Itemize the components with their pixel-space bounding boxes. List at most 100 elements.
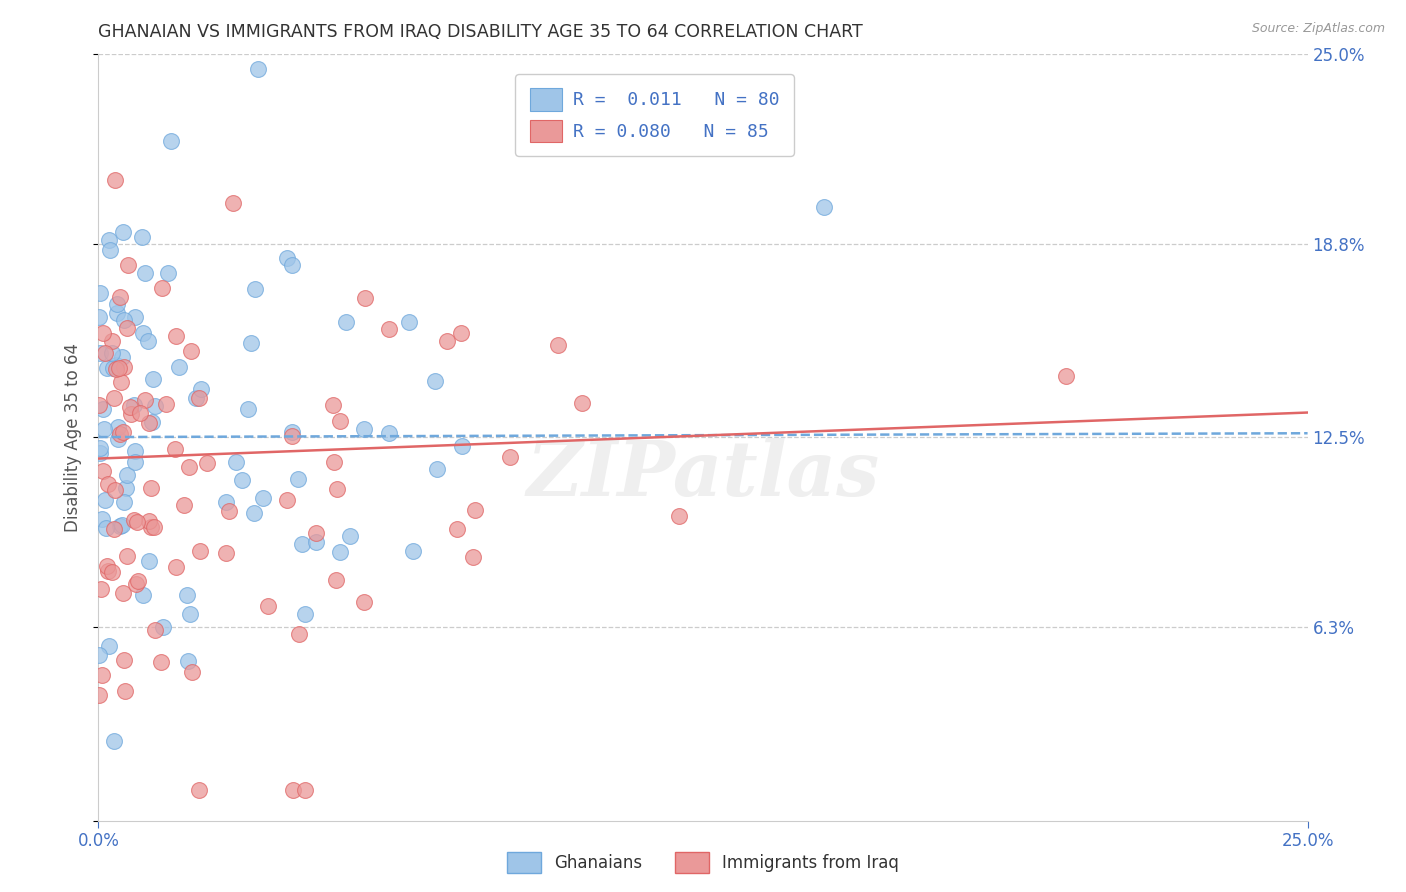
- Point: [111, 425, 134, 439]
- Legend: Ghanaians, Immigrants from Iraq: Ghanaians, Immigrants from Iraq: [501, 846, 905, 880]
- Point: [91, 667, 114, 681]
- Point: [325, 573, 347, 587]
- Point: [94, 493, 117, 508]
- Point: [104, 359, 127, 373]
- Point: [173, 498, 195, 512]
- Point: [108, 290, 131, 304]
- Point: [291, 537, 314, 551]
- Point: [97, 233, 120, 247]
- Point: [160, 134, 183, 148]
- Point: [110, 375, 132, 389]
- Point: [108, 427, 131, 442]
- Point: [114, 481, 136, 495]
- Point: [115, 549, 138, 564]
- Point: [105, 306, 128, 320]
- Point: [218, 504, 240, 518]
- Point: [87, 310, 110, 325]
- Point: [156, 266, 179, 280]
- Point: [426, 462, 449, 476]
- Point: [89, 285, 111, 300]
- Point: [257, 599, 280, 613]
- Point: [450, 326, 472, 340]
- Point: [143, 520, 166, 534]
- Point: [101, 346, 124, 360]
- Point: [104, 361, 127, 376]
- Point: [1054, 368, 1077, 383]
- Point: [163, 442, 186, 456]
- Point: [402, 544, 425, 558]
- Point: [114, 653, 136, 667]
- Point: [377, 426, 399, 441]
- Point: [329, 545, 352, 559]
- Point: [103, 391, 125, 405]
- Text: ZIPatlas: ZIPatlas: [526, 439, 880, 512]
- Point: [322, 398, 344, 412]
- Point: [188, 543, 211, 558]
- Point: [281, 783, 304, 797]
- Point: [287, 627, 309, 641]
- Point: [96, 558, 118, 573]
- Point: [188, 391, 211, 405]
- Point: [281, 258, 304, 272]
- Point: [107, 419, 129, 434]
- Point: [112, 586, 135, 600]
- Point: [117, 258, 139, 272]
- Point: [104, 173, 127, 187]
- Point: [112, 495, 135, 509]
- Point: [125, 577, 148, 591]
- Point: [131, 230, 153, 244]
- Point: [98, 243, 121, 257]
- Point: [142, 372, 165, 386]
- Point: [103, 734, 125, 748]
- Point: [461, 549, 484, 564]
- Point: [122, 513, 145, 527]
- Point: [90, 582, 112, 596]
- Point: [89, 446, 111, 460]
- Y-axis label: Disability Age 35 to 64: Disability Age 35 to 64: [65, 343, 83, 532]
- Point: [243, 506, 266, 520]
- Point: [326, 482, 349, 496]
- Text: GHANAIAN VS IMMIGRANTS FROM IRAQ DISABILITY AGE 35 TO 64 CORRELATION CHART: GHANAIAN VS IMMIGRANTS FROM IRAQ DISABIL…: [98, 23, 863, 41]
- Point: [129, 405, 152, 419]
- Point: [252, 491, 274, 505]
- Point: [104, 483, 127, 497]
- Point: [176, 588, 198, 602]
- Point: [124, 398, 146, 412]
- Point: [124, 455, 146, 469]
- Point: [141, 415, 163, 429]
- Point: [353, 422, 375, 436]
- Point: [195, 456, 218, 470]
- Point: [152, 620, 174, 634]
- Point: [436, 334, 458, 348]
- Point: [91, 326, 114, 341]
- Point: [180, 665, 202, 679]
- Point: [446, 522, 468, 536]
- Point: [93, 346, 115, 360]
- Point: [101, 361, 124, 376]
- Point: [132, 588, 155, 602]
- Point: [91, 464, 114, 478]
- Point: [125, 515, 148, 529]
- Point: [87, 648, 110, 662]
- Point: [294, 783, 316, 797]
- Point: [115, 468, 138, 483]
- Point: [155, 396, 177, 410]
- Point: [498, 450, 520, 465]
- Point: [231, 473, 253, 487]
- Point: [136, 334, 159, 349]
- Point: [124, 444, 146, 458]
- Point: [547, 338, 569, 352]
- Point: [305, 526, 328, 541]
- Point: [294, 607, 316, 621]
- Point: [305, 535, 328, 549]
- Point: [225, 455, 247, 469]
- Point: [813, 200, 835, 214]
- Point: [89, 398, 111, 412]
- Point: [111, 226, 134, 240]
- Point: [215, 495, 238, 509]
- Point: [143, 624, 166, 638]
- Point: [134, 266, 156, 280]
- Point: [287, 472, 309, 486]
- Point: [243, 282, 266, 296]
- Point: [323, 455, 346, 469]
